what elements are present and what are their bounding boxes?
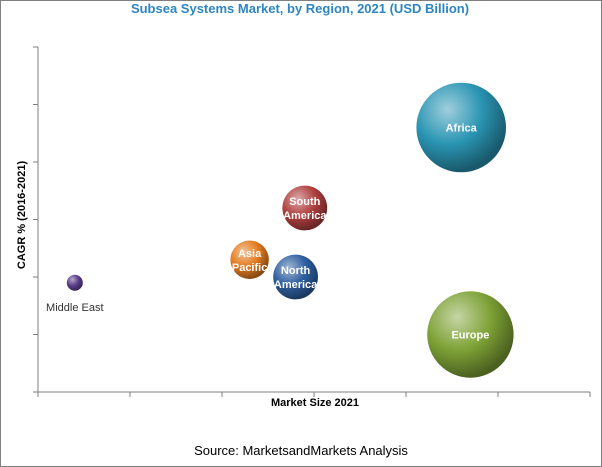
bubble-label-south-america: South bbox=[289, 196, 320, 208]
bubble-label-africa: Africa bbox=[446, 123, 478, 135]
bubble-label-europe: Europe bbox=[451, 330, 489, 342]
bubble-africa bbox=[416, 82, 507, 173]
bubble-south-america bbox=[282, 185, 328, 231]
bubble-label-middle-east: Middle East bbox=[46, 302, 103, 314]
bubble-label-asia-pacific: Asia bbox=[238, 248, 262, 260]
bubble-group-middle-east: Middle East bbox=[46, 274, 104, 314]
bubble-north-america bbox=[273, 254, 318, 300]
bubble-label-south-america: America bbox=[283, 210, 327, 222]
bubble-europe bbox=[427, 291, 514, 378]
bubble-label-north-america: North bbox=[281, 265, 311, 277]
bubble-asia-pacific bbox=[230, 240, 269, 279]
y-axis-label: CAGR % (2016-2021) bbox=[16, 160, 28, 270]
bubble-group-south-america: South America bbox=[282, 185, 328, 231]
bubble-label-asia-pacific: Pacific bbox=[232, 262, 267, 274]
bubble-group-africa: Africa bbox=[416, 82, 507, 173]
source-note: Source: MarketsandMarkets Analysis bbox=[194, 443, 408, 458]
bubble-group-europe: Europe bbox=[427, 291, 514, 378]
bubble-label-north-america: America bbox=[274, 279, 318, 291]
bubble-group-north-america: North America bbox=[273, 254, 318, 300]
bubble-middle-east bbox=[66, 274, 83, 291]
bubble-group-asia-pacific: Asia Pacific bbox=[230, 240, 269, 279]
x-axis-label: Market Size 2021 bbox=[270, 397, 360, 409]
chart-title: Subsea Systems Market, by Region, 2021 (… bbox=[130, 1, 470, 16]
